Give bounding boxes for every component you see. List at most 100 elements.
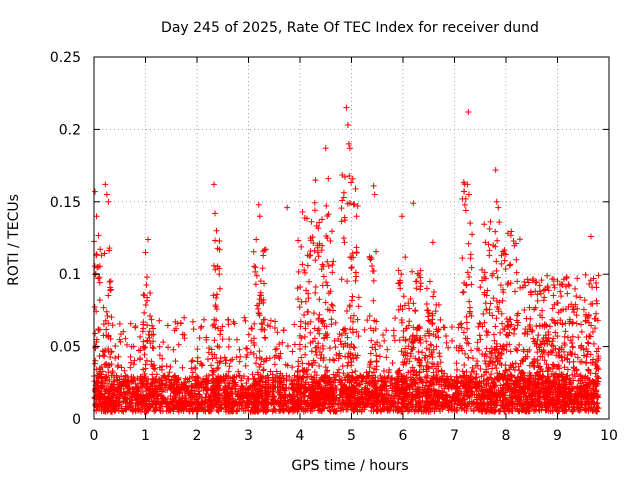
data-point: [299, 261, 306, 268]
data-point: [215, 398, 222, 405]
data-point: [476, 332, 483, 339]
data-point: [550, 292, 557, 299]
data-point: [513, 269, 520, 276]
data-point: [309, 362, 316, 369]
data-point: [216, 265, 223, 272]
data-point: [149, 390, 156, 397]
data-point: [260, 367, 267, 374]
data-point: [511, 330, 518, 337]
data-point: [326, 345, 333, 352]
data-point: [314, 327, 321, 334]
data-point: [248, 389, 255, 396]
data-point: [509, 360, 516, 367]
data-point: [493, 365, 500, 372]
data-point: [283, 400, 290, 407]
data-point: [257, 361, 264, 368]
data-point: [406, 305, 413, 312]
data-point: [512, 288, 519, 295]
data-point: [409, 364, 416, 371]
data-point: [209, 355, 216, 362]
data-point: [221, 354, 228, 361]
data-point: [271, 406, 278, 413]
data-point: [468, 398, 475, 405]
data-point: [256, 348, 263, 355]
data-point: [501, 326, 508, 333]
data-point: [308, 373, 315, 380]
data-point: [142, 361, 149, 368]
data-point: [402, 254, 409, 261]
data-point: [229, 356, 236, 363]
data-point: [276, 341, 283, 348]
data-point: [240, 389, 247, 396]
data-point: [567, 337, 574, 344]
data-point: [498, 388, 505, 395]
data-point: [144, 274, 151, 281]
data-point: [212, 266, 219, 273]
data-point: [109, 408, 116, 415]
data-point: [439, 406, 446, 413]
data-point: [321, 323, 328, 330]
data-point: [468, 264, 475, 271]
data-point: [311, 199, 318, 206]
data-point: [189, 357, 196, 364]
data-point: [335, 355, 342, 362]
data-point: [309, 338, 316, 345]
data-point: [436, 353, 443, 360]
data-point: [104, 312, 111, 319]
data-point: [120, 389, 127, 396]
data-point: [490, 392, 497, 399]
data-point: [424, 359, 431, 366]
data-point: [159, 380, 166, 387]
data-point: [331, 337, 338, 344]
data-point: [374, 386, 381, 393]
data-point: [166, 369, 173, 376]
data-point: [295, 369, 302, 376]
data-point: [495, 308, 502, 315]
data-point: [349, 376, 356, 383]
data-point: [423, 300, 430, 307]
data-point: [368, 337, 375, 344]
data-point: [515, 319, 522, 326]
data-point: [284, 342, 291, 349]
data-point: [192, 374, 199, 381]
data-point: [501, 257, 508, 264]
data-point: [164, 387, 171, 394]
data-point: [211, 390, 218, 397]
data-point: [504, 377, 511, 384]
data-point: [349, 390, 356, 397]
data-point: [402, 349, 409, 356]
data-point: [209, 367, 216, 374]
data-point: [340, 370, 347, 377]
data-point: [108, 372, 115, 379]
data-point: [493, 315, 500, 322]
data-point: [352, 277, 359, 284]
data-point: [216, 387, 223, 394]
data-point: [399, 379, 406, 386]
data-point: [168, 377, 175, 384]
data-point: [257, 278, 264, 285]
data-point: [307, 252, 314, 259]
data-point: [397, 303, 404, 310]
data-point: [350, 382, 357, 389]
data-point: [412, 380, 419, 387]
data-point: [198, 323, 205, 330]
data-point: [486, 393, 493, 400]
data-point: [487, 218, 494, 225]
data-point: [451, 407, 458, 414]
data-point: [142, 302, 149, 309]
data-point: [280, 385, 287, 392]
data-point: [436, 350, 443, 357]
grid-lines: [94, 57, 609, 419]
data-point: [264, 372, 271, 379]
data-point: [398, 271, 405, 278]
data-point: [507, 348, 514, 355]
data-point: [527, 315, 534, 322]
data-point: [346, 172, 353, 179]
data-point: [412, 355, 419, 362]
data-point: [380, 399, 387, 406]
data-point: [380, 382, 387, 389]
data-point: [230, 374, 237, 381]
data-point: [244, 345, 251, 352]
data-point: [501, 396, 508, 403]
data-point: [145, 376, 152, 383]
